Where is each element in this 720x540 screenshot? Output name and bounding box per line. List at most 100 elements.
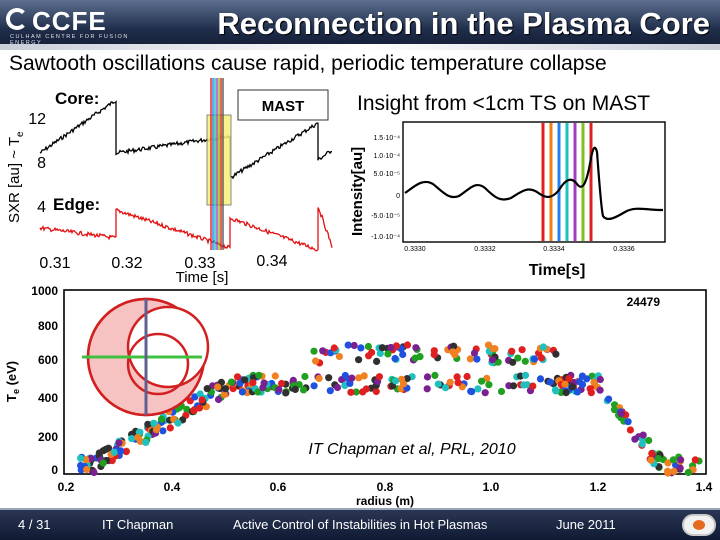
- te-point: [83, 465, 91, 474]
- te-point: [87, 454, 95, 462]
- sxr-plot: MAST Core: Edge: 12 8 4 0.31 0.32 0.33 0…: [0, 78, 345, 293]
- slide-subtitle: Sawtooth oscillations cause rapid, perio…: [9, 52, 607, 75]
- te-point: [521, 357, 529, 365]
- intensity-ytick: 1.5·10⁻⁴: [373, 135, 400, 142]
- te-point: [221, 385, 229, 393]
- te-point: [568, 383, 577, 391]
- te-point: [191, 393, 199, 401]
- te-point: [654, 455, 663, 463]
- te-ylabel: Te (eV): [4, 361, 21, 402]
- footer-author: IT Chapman: [102, 517, 174, 532]
- te-point: [387, 343, 395, 352]
- intensity-xtick: 0.3330: [404, 246, 426, 253]
- te-point: [144, 420, 152, 428]
- footer-bar: 4 / 31 IT Chapman Active Control of Inst…: [0, 508, 720, 540]
- te-point: [195, 404, 204, 412]
- te-point: [310, 382, 318, 390]
- ccfe-logo-icon: [6, 8, 28, 30]
- te-point: [529, 382, 537, 390]
- te-point: [670, 467, 678, 475]
- te-point: [352, 388, 360, 396]
- te-point: [478, 377, 486, 385]
- te-ytick: 200: [38, 430, 58, 444]
- te-xtick: 1.4: [696, 480, 713, 494]
- te-point: [174, 419, 182, 427]
- te-point: [378, 344, 386, 352]
- te-point: [128, 435, 136, 443]
- te-point: [233, 373, 242, 381]
- te-ytick: 400: [38, 391, 58, 405]
- te-point: [376, 349, 384, 357]
- core-trace: [39, 100, 332, 180]
- te-point: [110, 448, 119, 456]
- te-point: [430, 351, 438, 359]
- logo-text: CCFE: [32, 6, 107, 36]
- te-point: [275, 385, 283, 394]
- te-point: [509, 358, 517, 366]
- te-point: [664, 459, 672, 467]
- intensity-xtick: 0.3332: [474, 246, 496, 253]
- te-point: [364, 342, 372, 351]
- ts-time-markers: [210, 78, 224, 250]
- intensity-ytick: 0: [396, 193, 400, 200]
- te-point: [117, 447, 125, 455]
- te-point: [375, 373, 383, 381]
- te-point: [631, 435, 639, 443]
- logo-subtext: CULHAM CENTRE FOR FUSION ENERGY: [10, 34, 129, 46]
- te-point: [453, 373, 461, 381]
- te-point: [578, 381, 587, 389]
- te-xtick: 1.2: [590, 480, 607, 494]
- te-point: [664, 467, 672, 475]
- te-point: [497, 387, 506, 396]
- te-point: [166, 424, 174, 432]
- te-point: [521, 371, 530, 379]
- te-point: [485, 381, 493, 389]
- te-point: [357, 344, 365, 352]
- te-point: [561, 380, 569, 388]
- te-point: [282, 389, 290, 397]
- te-point: [90, 468, 98, 477]
- intensity-ytick: 1.0·10⁻⁴: [373, 153, 400, 160]
- te-point: [360, 372, 368, 380]
- sxr-xtick: 0.34: [256, 253, 287, 270]
- te-point: [463, 372, 471, 381]
- intensity-ylabel: Intensity[au]: [349, 147, 366, 236]
- sxr-ylabel: SXR [au] ~ Te: [6, 131, 26, 223]
- te-ytick: 0: [51, 463, 58, 477]
- te-point: [508, 347, 516, 355]
- te-point: [684, 468, 692, 477]
- te-point: [355, 356, 363, 364]
- te-point: [423, 373, 432, 381]
- te-point: [159, 427, 167, 435]
- te-point: [319, 347, 327, 355]
- te-point: [518, 346, 526, 354]
- te-point: [315, 374, 323, 382]
- te-point: [466, 355, 474, 363]
- te-point: [454, 379, 462, 387]
- te-profile-plot: 24479 IT Chapman et al, PRL, 2010 1000 8…: [0, 284, 720, 508]
- intensity-marker-lines: [541, 123, 593, 241]
- te-point: [403, 375, 411, 383]
- te-point: [551, 386, 560, 394]
- te-point: [255, 371, 263, 379]
- te-point: [115, 439, 123, 447]
- te-point: [546, 378, 554, 386]
- te-point: [198, 396, 206, 404]
- footer-date: June 2011: [556, 517, 616, 532]
- te-point: [347, 388, 355, 396]
- intensity-plot: 1.5·10⁻⁴ 1.0·10⁻⁴ 5.0·10⁻⁵ 0 -5.0·10⁻⁵ -…: [345, 118, 720, 283]
- te-point: [325, 374, 333, 382]
- te-point: [590, 378, 598, 386]
- te-point: [392, 342, 400, 350]
- intensity-trace: [404, 146, 664, 221]
- te-point: [470, 349, 479, 357]
- intensity-xtick: 0.3334: [543, 246, 565, 253]
- te-point: [196, 390, 204, 398]
- te-point: [392, 377, 400, 385]
- te-point: [214, 395, 223, 404]
- te-point: [391, 354, 399, 363]
- te-point: [333, 383, 342, 392]
- te-point: [587, 389, 595, 397]
- te-point: [238, 388, 246, 396]
- te-point: [520, 381, 528, 389]
